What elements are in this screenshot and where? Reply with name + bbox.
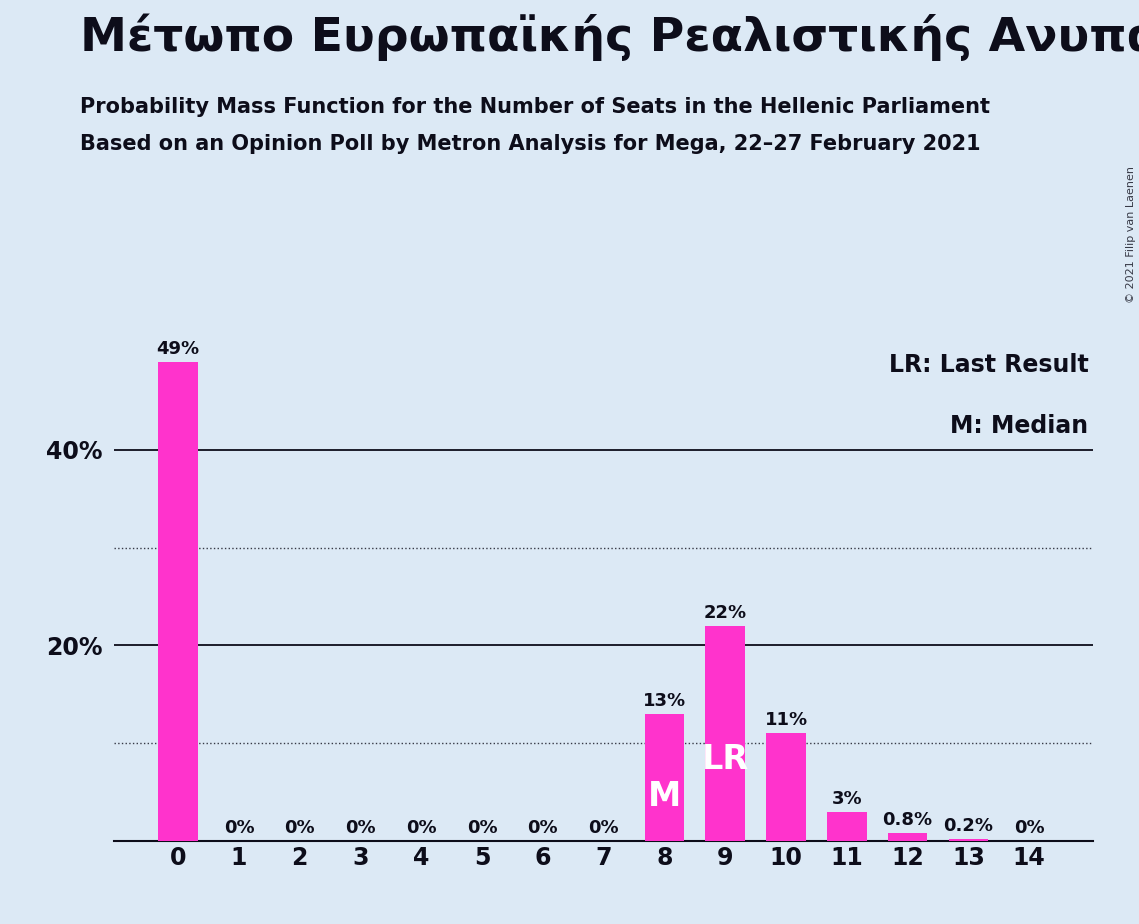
Text: LR: Last Result: LR: Last Result: [888, 353, 1089, 377]
Text: 0.2%: 0.2%: [943, 817, 993, 835]
Text: 0%: 0%: [345, 819, 376, 837]
Text: © 2021 Filip van Laenen: © 2021 Filip van Laenen: [1126, 166, 1136, 303]
Text: 0%: 0%: [223, 819, 254, 837]
Text: 0%: 0%: [467, 819, 498, 837]
Bar: [705, 626, 745, 841]
Text: Probability Mass Function for the Number of Seats in the Hellenic Parliament: Probability Mass Function for the Number…: [80, 97, 990, 117]
Text: LR: LR: [702, 743, 748, 775]
Text: Μέτωπο Ευρωπαϊκής Ρεαλιστικής Ανυπακοής: Μέτωπο Ευρωπαϊκής Ρεαλιστικής Ανυπακοής: [80, 14, 1139, 61]
Text: Based on an Opinion Poll by Metron Analysis for Mega, 22–27 February 2021: Based on an Opinion Poll by Metron Analy…: [80, 134, 981, 154]
Bar: [887, 833, 927, 841]
Text: 11%: 11%: [764, 711, 808, 729]
Text: 3%: 3%: [831, 790, 862, 808]
Text: M: M: [648, 780, 681, 813]
Bar: [645, 713, 685, 841]
Bar: [827, 811, 867, 841]
Text: 13%: 13%: [642, 692, 686, 710]
Bar: [767, 734, 805, 841]
Bar: [949, 839, 989, 841]
Text: 0%: 0%: [527, 819, 558, 837]
Text: 0%: 0%: [405, 819, 436, 837]
Text: 0%: 0%: [1014, 819, 1044, 837]
Text: 0%: 0%: [285, 819, 316, 837]
Text: M: Median: M: Median: [950, 414, 1089, 438]
Bar: [158, 362, 198, 841]
Text: 0.8%: 0.8%: [883, 811, 933, 829]
Text: 49%: 49%: [157, 340, 199, 358]
Text: 22%: 22%: [704, 604, 747, 622]
Text: 0%: 0%: [589, 819, 618, 837]
